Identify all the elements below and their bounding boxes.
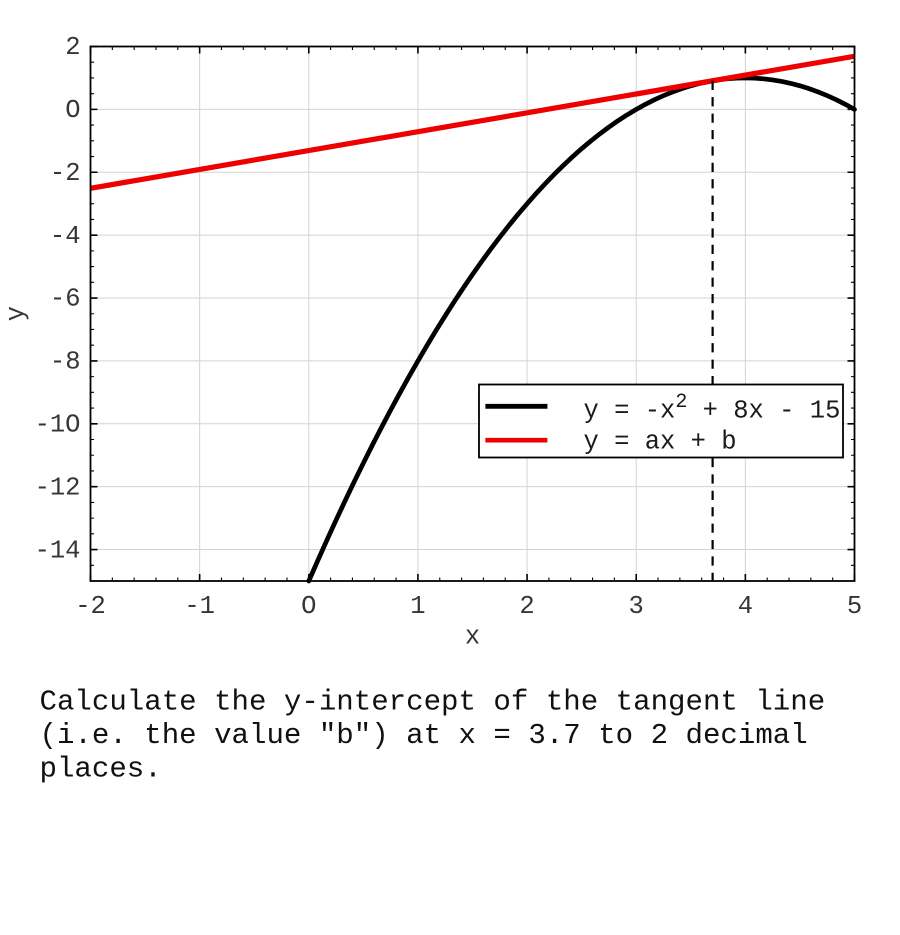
svg-text:1: 1 [410,592,425,621]
svg-text:x: x [465,623,480,652]
svg-text:-14: -14 [35,536,81,565]
svg-text:2: 2 [65,33,80,62]
svg-text:O: O [301,592,316,621]
svg-text:places.: places. [40,752,162,785]
svg-text:2: 2 [519,592,534,621]
svg-text:-8: -8 [50,348,81,377]
svg-text:y: y [2,306,31,321]
svg-text:-12: -12 [35,473,81,502]
svg-text:O: O [65,96,80,125]
svg-text:y = -x2 + 8x - 15: y = -x2 + 8x - 15 [584,391,841,426]
svg-text:-1: -1 [184,592,215,621]
svg-text:y = ax + b: y = ax + b [584,427,737,456]
svg-text:-1O: -1O [35,410,81,439]
svg-text:Calculate the y-intercept of t: Calculate the y-intercept of the tangent… [40,686,826,719]
svg-text:(i.e. the value "b") at x = 3.: (i.e. the value "b") at x = 3.7 to 2 dec… [40,719,808,752]
svg-text:-6: -6 [50,285,81,314]
svg-text:-2: -2 [50,159,81,188]
svg-text:-4: -4 [50,222,81,251]
svg-text:-2: -2 [75,592,106,621]
svg-text:4: 4 [738,592,753,621]
svg-text:5: 5 [847,592,862,621]
svg-text:3: 3 [629,592,644,621]
